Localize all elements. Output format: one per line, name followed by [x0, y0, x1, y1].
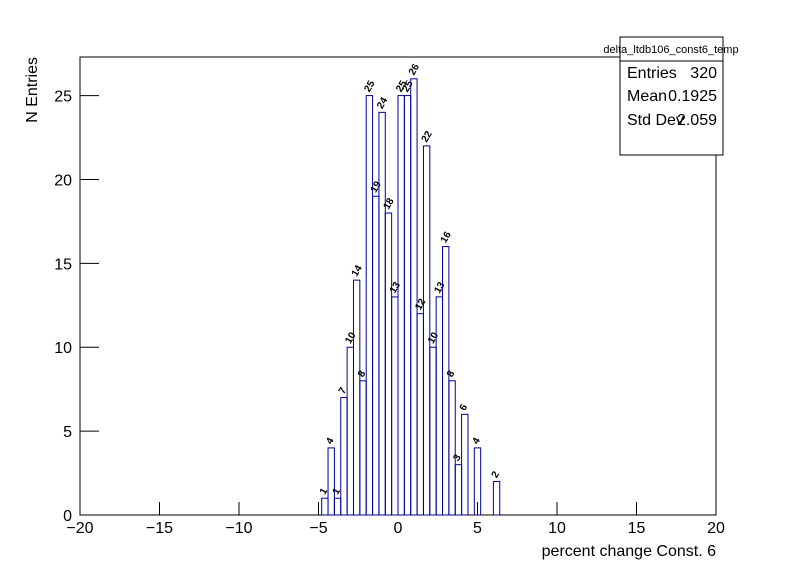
y-tick-label: 10: [54, 340, 72, 357]
x-tick-label: −5: [309, 520, 327, 537]
data-label: 3: [451, 452, 464, 463]
y-tick-label: 25: [54, 89, 72, 106]
stats-value: 0.1925: [668, 88, 717, 105]
data-label: 22: [420, 129, 435, 145]
data-label: 25: [394, 79, 409, 95]
data-label: 2: [490, 469, 503, 480]
stats-box: delta_ltdb106_const6_temp Entries 320 Me…: [603, 36, 739, 156]
data-label: 14: [350, 263, 365, 279]
data-label: 10: [343, 330, 358, 346]
stats-title: delta_ltdb106_const6_temp: [603, 44, 738, 56]
bar: [461, 413, 469, 516]
bar: [327, 447, 335, 516]
x-tick-label: −15: [146, 520, 173, 537]
x-tick-label: 15: [628, 520, 646, 537]
stats-value: 2.059: [677, 112, 717, 129]
x-tick-label: −10: [225, 520, 252, 537]
data-label: 1: [331, 486, 344, 497]
data-label: 4: [324, 436, 337, 447]
y-tick-label: 15: [54, 256, 72, 273]
data-label: 19: [369, 179, 384, 195]
data-label: 12: [413, 297, 428, 313]
bar: [422, 145, 431, 516]
y-tick-label: 5: [63, 424, 72, 441]
data-label: 8: [356, 369, 369, 380]
stats-frame: [619, 36, 724, 156]
stats-label: Entries: [627, 65, 677, 82]
data-label: 4: [471, 436, 484, 447]
data-label: 1: [318, 486, 331, 497]
data-label: 13: [388, 280, 403, 296]
data-label: 18: [382, 196, 397, 212]
bar: [492, 480, 501, 516]
bar: [448, 380, 456, 516]
x-tick-label: 10: [548, 520, 566, 537]
x-tick-label: 5: [473, 520, 482, 537]
data-label: 25: [362, 79, 377, 95]
data-label: 7: [337, 385, 350, 396]
data-label: 24: [375, 95, 390, 111]
data-label: 13: [432, 280, 447, 296]
stats-label: Std Dev: [627, 112, 684, 129]
stats-label: Mean: [627, 88, 667, 105]
data-label: 10: [426, 330, 441, 346]
data-label: 26: [407, 62, 422, 78]
x-tick-label: −20: [66, 520, 93, 537]
x-tick-label: 0: [394, 520, 403, 537]
x-tick-label: 20: [707, 520, 725, 537]
x-axis-label: percent change Const. 6: [542, 543, 716, 560]
data-label: 25: [401, 79, 416, 95]
data-label: 6: [458, 402, 471, 413]
y-tick-label: 20: [54, 172, 72, 189]
stats-value: 320: [690, 65, 717, 82]
data-label: 16: [439, 230, 454, 246]
y-axis-label: N Entries: [24, 57, 41, 123]
y-tick-label: 0: [63, 508, 72, 525]
bar: [410, 78, 418, 516]
bar: [473, 447, 482, 516]
data-label: 8: [445, 369, 458, 380]
